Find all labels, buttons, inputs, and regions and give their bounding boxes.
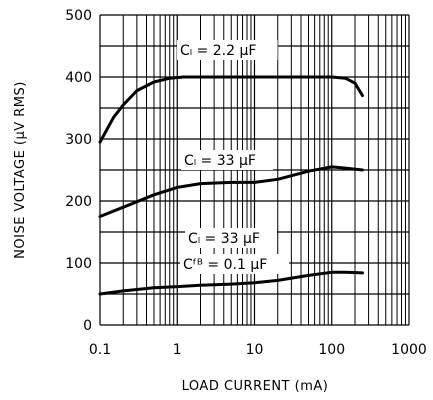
annotation-background [181, 150, 273, 170]
series-line-2 [98, 165, 364, 218]
x-axis-label: LOAD CURRENT (mA) [182, 379, 329, 394]
annotation-background [177, 40, 278, 60]
x-tick-label: 0.1 [89, 342, 111, 358]
y-tick-label: 400 [65, 70, 92, 86]
series-line-1 [98, 75, 364, 144]
x-tick-label: 100 [318, 342, 345, 358]
y-tick-label: 0 [83, 318, 92, 334]
y-tick-label: 500 [65, 8, 92, 24]
series-line-3 [98, 270, 364, 296]
series-group [98, 75, 364, 296]
series-annotation-3: Cᶠᴮ = 0.1 μF [183, 257, 267, 273]
series-annotation-3: Cₗ = 33 μF [188, 231, 260, 247]
series-annotation-2: Cₗ = 33 μF [184, 153, 256, 169]
tick-labels: 0.1 1 10 100 1000 0 100 200 300 400 500 [65, 8, 427, 358]
y-tick-label: 200 [65, 194, 92, 210]
x-tick-label: 10 [246, 342, 264, 358]
annotation-background [185, 228, 277, 248]
annotation-background [180, 254, 290, 274]
series-annotation-1: Cₗ = 2.2 μF [180, 43, 256, 59]
y-tick-label: 300 [65, 132, 92, 148]
x-tick-label: 1000 [391, 342, 427, 358]
y-axis-label: NOISE VOLTAGE (μV RMS) [13, 81, 28, 259]
y-tick-label: 100 [65, 256, 92, 272]
x-tick-label: 1 [173, 342, 182, 358]
annotations: Cₗ = 2.2 μF Cₗ = 33 μF Cₗ = 33 μF Cᶠᴮ = 0.1… [177, 40, 290, 274]
